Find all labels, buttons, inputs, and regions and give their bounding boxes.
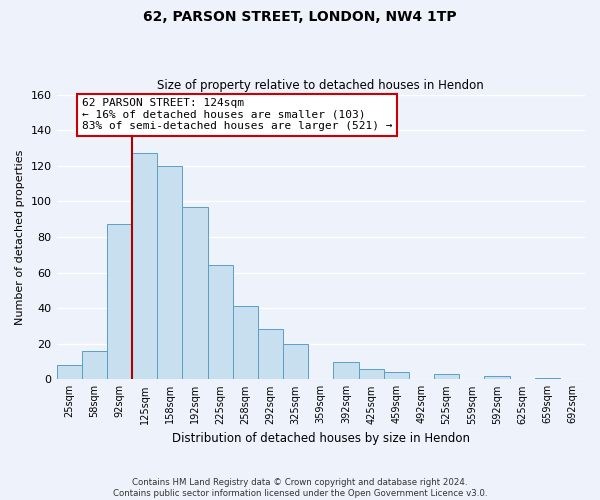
Title: Size of property relative to detached houses in Hendon: Size of property relative to detached ho… — [157, 79, 484, 92]
Bar — [107, 224, 132, 380]
Bar — [233, 306, 258, 380]
Bar — [182, 206, 208, 380]
Bar — [383, 372, 409, 380]
Bar — [334, 362, 359, 380]
Bar — [208, 266, 233, 380]
Bar — [132, 154, 157, 380]
Bar — [56, 365, 82, 380]
Bar — [283, 344, 308, 380]
Bar — [484, 376, 509, 380]
Text: 62, PARSON STREET, LONDON, NW4 1TP: 62, PARSON STREET, LONDON, NW4 1TP — [143, 10, 457, 24]
Bar — [258, 330, 283, 380]
X-axis label: Distribution of detached houses by size in Hendon: Distribution of detached houses by size … — [172, 432, 470, 445]
Y-axis label: Number of detached properties: Number of detached properties — [15, 149, 25, 324]
Text: 62 PARSON STREET: 124sqm
← 16% of detached houses are smaller (103)
83% of semi-: 62 PARSON STREET: 124sqm ← 16% of detach… — [82, 98, 392, 132]
Bar — [157, 166, 182, 380]
Text: Contains HM Land Registry data © Crown copyright and database right 2024.
Contai: Contains HM Land Registry data © Crown c… — [113, 478, 487, 498]
Bar — [434, 374, 459, 380]
Bar — [82, 351, 107, 380]
Bar — [535, 378, 560, 380]
Bar — [359, 368, 383, 380]
